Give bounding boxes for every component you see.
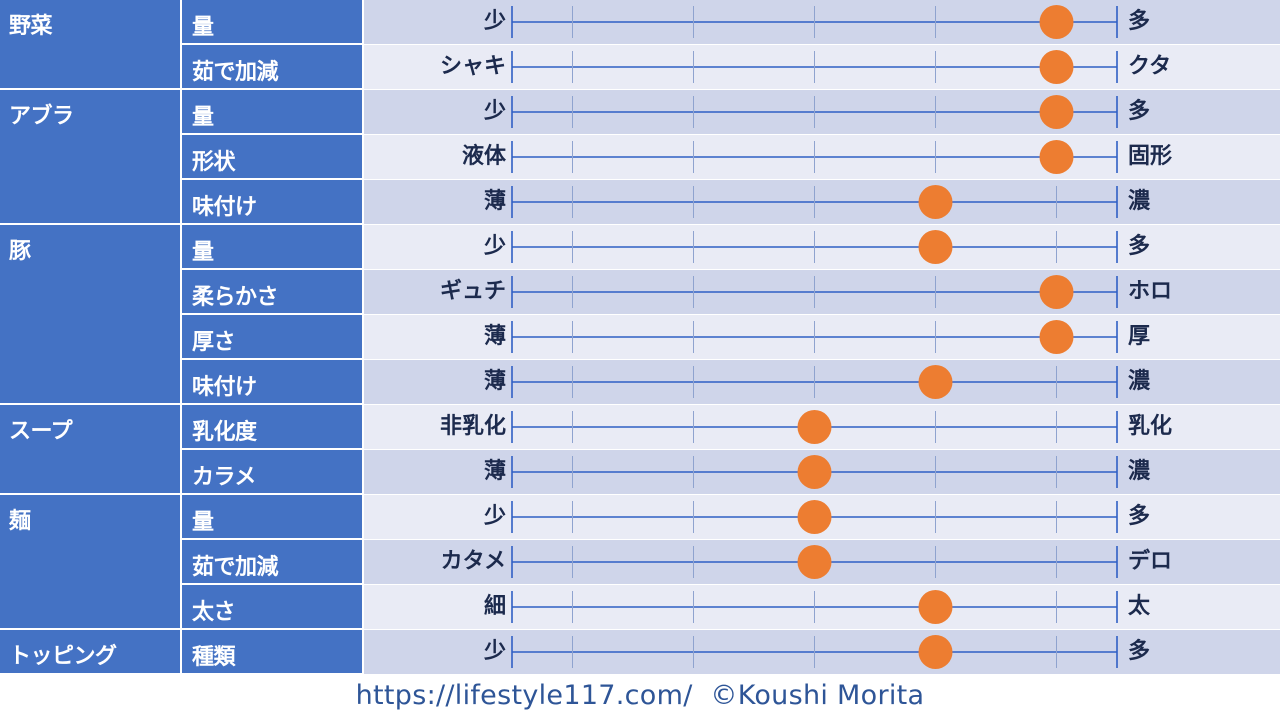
scale-left-label: 非乳化 bbox=[439, 414, 506, 439]
scale-left-label: 少 bbox=[483, 99, 506, 124]
item-cell: 量 bbox=[182, 225, 362, 268]
rating-marker bbox=[797, 545, 832, 579]
rating-marker bbox=[1039, 275, 1074, 309]
scale-left-label: シャキ bbox=[439, 54, 506, 79]
scale-left-label: 少 bbox=[483, 639, 506, 664]
item-cell: 厚さ bbox=[182, 315, 362, 358]
item-label: 味付け bbox=[192, 375, 257, 400]
item-label: 量 bbox=[192, 240, 214, 265]
item-cell: カラメ bbox=[182, 450, 362, 493]
scale-left-label: 少 bbox=[483, 234, 506, 259]
category-cell: 麺 bbox=[0, 495, 180, 628]
item-cell: 量 bbox=[182, 495, 362, 538]
rating-marker bbox=[1039, 95, 1074, 129]
item-cell: 太さ bbox=[182, 585, 362, 628]
ramen-preference-chart: 野菜量少多茹で加減 シャキ クタ アブラ量少多形状 液体 固形 味付け薄濃豚量少多柔らかさギ… bbox=[0, 0, 1280, 674]
footer-copyright: ©Koushi Morita bbox=[710, 680, 925, 711]
scale-right-label: 固形 bbox=[1128, 144, 1173, 169]
rating-marker bbox=[918, 230, 953, 264]
item-label: 種類 bbox=[192, 645, 236, 670]
item-label: 量 bbox=[192, 105, 214, 130]
item-cell: 量 bbox=[182, 90, 362, 133]
item-cell: 形状 bbox=[182, 135, 362, 178]
item-label: カラメ bbox=[192, 465, 256, 490]
item-cell: 茹で加減 bbox=[182, 45, 362, 88]
category-cell: 野菜 bbox=[0, 0, 180, 88]
category-cell: トッピング bbox=[0, 630, 180, 673]
rating-marker bbox=[1039, 5, 1074, 39]
scale-right-label: 多 bbox=[1128, 639, 1151, 664]
scale-right-label: クタ bbox=[1128, 54, 1172, 79]
scale-left-label: 薄 bbox=[483, 189, 506, 214]
scale-right-label: デロ bbox=[1128, 549, 1173, 574]
scale-left-label: 薄 bbox=[483, 459, 506, 484]
category-label: 麺 bbox=[9, 509, 31, 534]
item-cell: 柔らかさ bbox=[182, 270, 362, 313]
scale-left-label: 薄 bbox=[483, 369, 506, 394]
category-cell: スープ bbox=[0, 405, 180, 493]
item-cell: 茹で加減 bbox=[182, 540, 362, 583]
scale-right-label: 濃 bbox=[1128, 189, 1151, 214]
item-label: 量 bbox=[192, 15, 214, 40]
item-label: 柔らかさ bbox=[192, 285, 279, 310]
scale-right-label: 多 bbox=[1128, 234, 1151, 259]
category-cell: 豚 bbox=[0, 225, 180, 403]
category-label: アブラ bbox=[9, 104, 74, 129]
rating-marker bbox=[797, 455, 832, 489]
rating-marker bbox=[1039, 320, 1074, 354]
rating-marker bbox=[918, 590, 953, 624]
rating-marker bbox=[918, 185, 953, 219]
scale-right-label: ホロ bbox=[1128, 279, 1173, 304]
scale-left-label: 細 bbox=[483, 594, 506, 619]
rating-marker bbox=[918, 635, 953, 669]
scale-left-label: 少 bbox=[483, 9, 506, 34]
item-cell: 量 bbox=[182, 0, 362, 43]
category-label: トッピング bbox=[9, 644, 117, 669]
item-label: 茹で加減 bbox=[192, 60, 279, 85]
rating-marker bbox=[1039, 50, 1074, 84]
item-label: 形状 bbox=[192, 150, 236, 175]
scale-right-label: 濃 bbox=[1128, 459, 1151, 484]
scale-lines-layer bbox=[511, 5, 1118, 669]
item-label: 太さ bbox=[192, 600, 236, 625]
scale-right-label: 乳化 bbox=[1128, 414, 1173, 439]
rating-marker bbox=[1039, 140, 1074, 174]
scale-right-label: 太 bbox=[1128, 594, 1151, 619]
footer-credit: https://lifestyle117.com/ ©Koushi Morita bbox=[0, 675, 1280, 720]
rating-marker bbox=[797, 410, 832, 444]
category-label: スープ bbox=[9, 419, 73, 444]
scale-right-label: 厚 bbox=[1128, 324, 1151, 349]
item-cell: 乳化度 bbox=[182, 405, 362, 448]
item-cell: 種類 bbox=[182, 630, 362, 673]
item-cell: 味付け bbox=[182, 180, 362, 223]
category-label: 野菜 bbox=[9, 14, 53, 39]
scale-left-label: 少 bbox=[483, 504, 506, 529]
footer-url: https://lifestyle117.com/ bbox=[355, 680, 693, 711]
scale-left-label: カタメ bbox=[440, 549, 506, 574]
scale-left-label: 液体 bbox=[461, 144, 506, 169]
item-label: 味付け bbox=[192, 195, 257, 220]
item-label: 茹で加減 bbox=[192, 555, 279, 580]
item-cell: 味付け bbox=[182, 360, 362, 403]
rating-marker bbox=[797, 500, 832, 534]
scale-right-label: 多 bbox=[1128, 99, 1151, 124]
item-label: 乳化度 bbox=[192, 420, 257, 445]
rating-marker bbox=[918, 365, 953, 399]
scale-left-label: ギュチ bbox=[439, 279, 506, 304]
item-label: 量 bbox=[192, 510, 214, 535]
scale-left-label: 薄 bbox=[483, 324, 506, 349]
scale-right-label: 多 bbox=[1128, 504, 1151, 529]
item-label: 厚さ bbox=[192, 330, 236, 355]
category-label: 豚 bbox=[9, 239, 31, 264]
scale-right-label: 濃 bbox=[1128, 369, 1151, 394]
category-cell: アブラ bbox=[0, 90, 180, 223]
scale-right-label: 多 bbox=[1128, 9, 1151, 34]
